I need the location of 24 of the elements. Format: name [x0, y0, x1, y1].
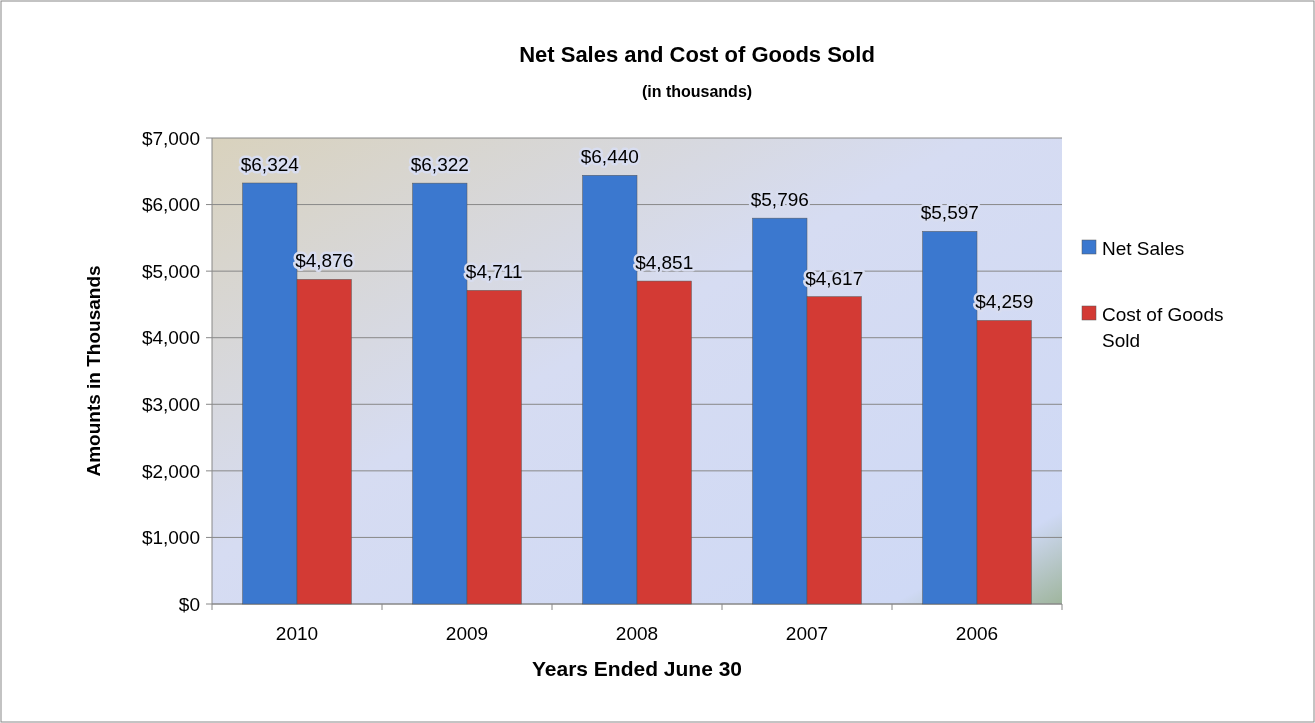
x-tick-label: 2009: [445, 623, 489, 644]
y-tick-label: $1,000: [141, 527, 200, 549]
chart-title: Net Sales and Cost of Goods Sold: [519, 42, 875, 67]
x-tick-label: 2008: [615, 623, 659, 644]
y-tick-label: $0: [178, 593, 200, 615]
y-tick-label: $6,000: [141, 194, 200, 216]
y-tick-label: $5,000: [141, 260, 200, 282]
chart-subtitle: (in thousands): [641, 83, 753, 100]
x-tick-label: 2010: [275, 623, 319, 644]
y-tick-label: $2,000: [141, 460, 200, 482]
x-tick-label: 2006: [955, 623, 999, 644]
data-label: $6,322: [410, 154, 469, 176]
y-tick-label: $7,000: [141, 127, 200, 149]
legend-label: Cost of Goods Sold: [1102, 303, 1224, 351]
y-tick-label: $3,000: [141, 393, 200, 415]
data-label: $6,324: [240, 154, 300, 175]
x-axis-title: Years Ended June 30: [531, 657, 743, 680]
data-label: $6,440: [580, 146, 639, 168]
data-label: $5,796: [750, 189, 809, 211]
x-tick-label: 2007: [785, 623, 829, 644]
y-tick-label: $4,000: [141, 327, 200, 349]
data-label: $5,597: [920, 202, 979, 224]
legend-label: Net Sales: [1102, 237, 1185, 259]
y-axis-title: Amounts in Thousands: [83, 265, 104, 477]
